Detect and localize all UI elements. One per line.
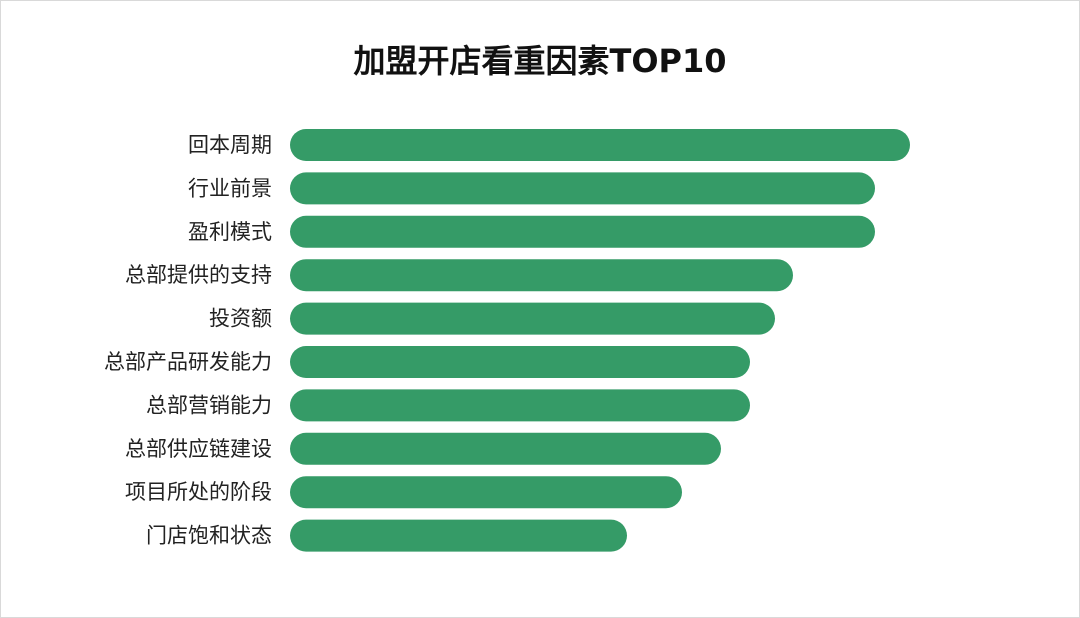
category-label: 投资额 [209,307,272,331]
chart-title: 加盟开店看重因素TOP10 [353,42,727,80]
bar [290,302,775,335]
bar [290,432,721,465]
bar [290,476,682,509]
bars [290,129,910,552]
bar [290,215,875,248]
category-label: 总部供应链建设 [125,437,272,461]
bar [290,389,750,422]
category-label: 总部提供的支持 [125,263,272,287]
bar [290,346,750,378]
category-label: 项目所处的阶段 [125,480,272,504]
category-label: 行业前景 [188,176,272,200]
category-labels: 回本周期行业前景盈利模式总部提供的支持投资额总部产品研发能力总部营销能力总部供应… [104,133,272,548]
category-label: 总部产品研发能力 [104,350,272,374]
category-label: 盈利模式 [188,220,272,244]
category-label: 总部营销能力 [146,393,272,417]
category-label: 回本周期 [188,133,272,157]
bar [290,259,793,292]
category-label: 门店饱和状态 [146,524,272,548]
bar [290,519,627,552]
bar [290,129,910,161]
bar [290,172,875,205]
